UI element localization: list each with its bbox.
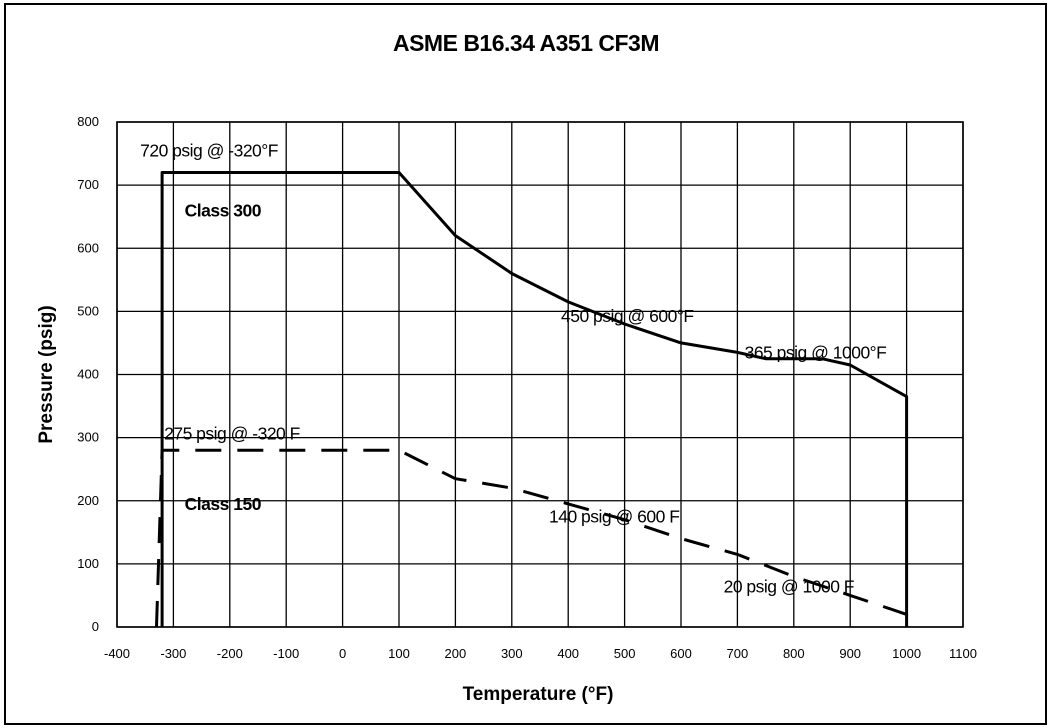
x-tick-label: 1100 bbox=[949, 646, 977, 661]
x-tick-label: -400 bbox=[104, 646, 130, 661]
x-tick-label: 400 bbox=[557, 646, 579, 661]
x-axis-label: Temperature (°F) bbox=[463, 684, 614, 705]
chart-title: ASME B16.34 A351 CF3M bbox=[392, 30, 660, 56]
annotation-label: Class 150 bbox=[185, 494, 262, 514]
y-tick-label: 100 bbox=[77, 556, 99, 571]
annotation-label: Class 300 bbox=[185, 201, 262, 221]
y-axis-label: Pressure (psig) bbox=[36, 305, 57, 443]
y-tick-label: 0 bbox=[92, 619, 99, 634]
annotation-label: 450 psig @ 600°F bbox=[561, 306, 694, 326]
x-tick-label: 300 bbox=[501, 646, 523, 661]
y-tick-label: 800 bbox=[77, 114, 99, 129]
x-tick-label: 700 bbox=[727, 646, 749, 661]
y-tick-label: 600 bbox=[77, 240, 99, 255]
x-tick-label: 600 bbox=[670, 646, 692, 661]
x-tick-label: -100 bbox=[273, 646, 299, 661]
annotations: 720 psig @ -320°F Class 300 450 psig @ 600… bbox=[140, 141, 887, 597]
annotation-label: 365 psig @ 1000°F bbox=[745, 343, 887, 363]
grid-lines bbox=[116, 121, 964, 628]
series-line-class-150 bbox=[155, 448, 909, 628]
series-line-class-300 bbox=[160, 171, 909, 627]
x-tick-label: -300 bbox=[160, 646, 186, 661]
y-tick-label: 200 bbox=[77, 493, 99, 508]
x-tick-label: 500 bbox=[614, 646, 636, 661]
y-tick-label: 300 bbox=[77, 430, 99, 445]
x-tick-label: 1000 bbox=[892, 646, 921, 661]
y-tick-label: 500 bbox=[77, 303, 99, 318]
series-lines bbox=[155, 171, 909, 628]
y-tick-labels: 0 100 200 300 400 500 600 700 800 bbox=[77, 114, 99, 634]
annotation-label: 275 psig @ -320 F bbox=[164, 423, 300, 443]
x-tick-label: 200 bbox=[445, 646, 467, 661]
plot-area-border bbox=[116, 121, 964, 628]
x-tick-label: 900 bbox=[839, 646, 861, 661]
chart-frame bbox=[4, 3, 1047, 725]
annotation-label: 140 psig @ 600 F bbox=[549, 507, 679, 527]
y-tick-label: 700 bbox=[77, 177, 99, 192]
x-tick-labels: -400 -300 -200 -100 0 100 200 300 400 500 600 700 80… bbox=[104, 646, 977, 661]
annotation-label: 720 psig @ -320°F bbox=[140, 141, 278, 161]
x-tick-label: 800 bbox=[783, 646, 805, 661]
x-tick-label: -200 bbox=[217, 646, 243, 661]
y-tick-label: 400 bbox=[77, 367, 99, 382]
annotation-label: 20 psig @ 1000 F bbox=[724, 576, 854, 596]
x-tick-label: 0 bbox=[339, 646, 346, 661]
x-tick-label: 100 bbox=[388, 646, 410, 661]
